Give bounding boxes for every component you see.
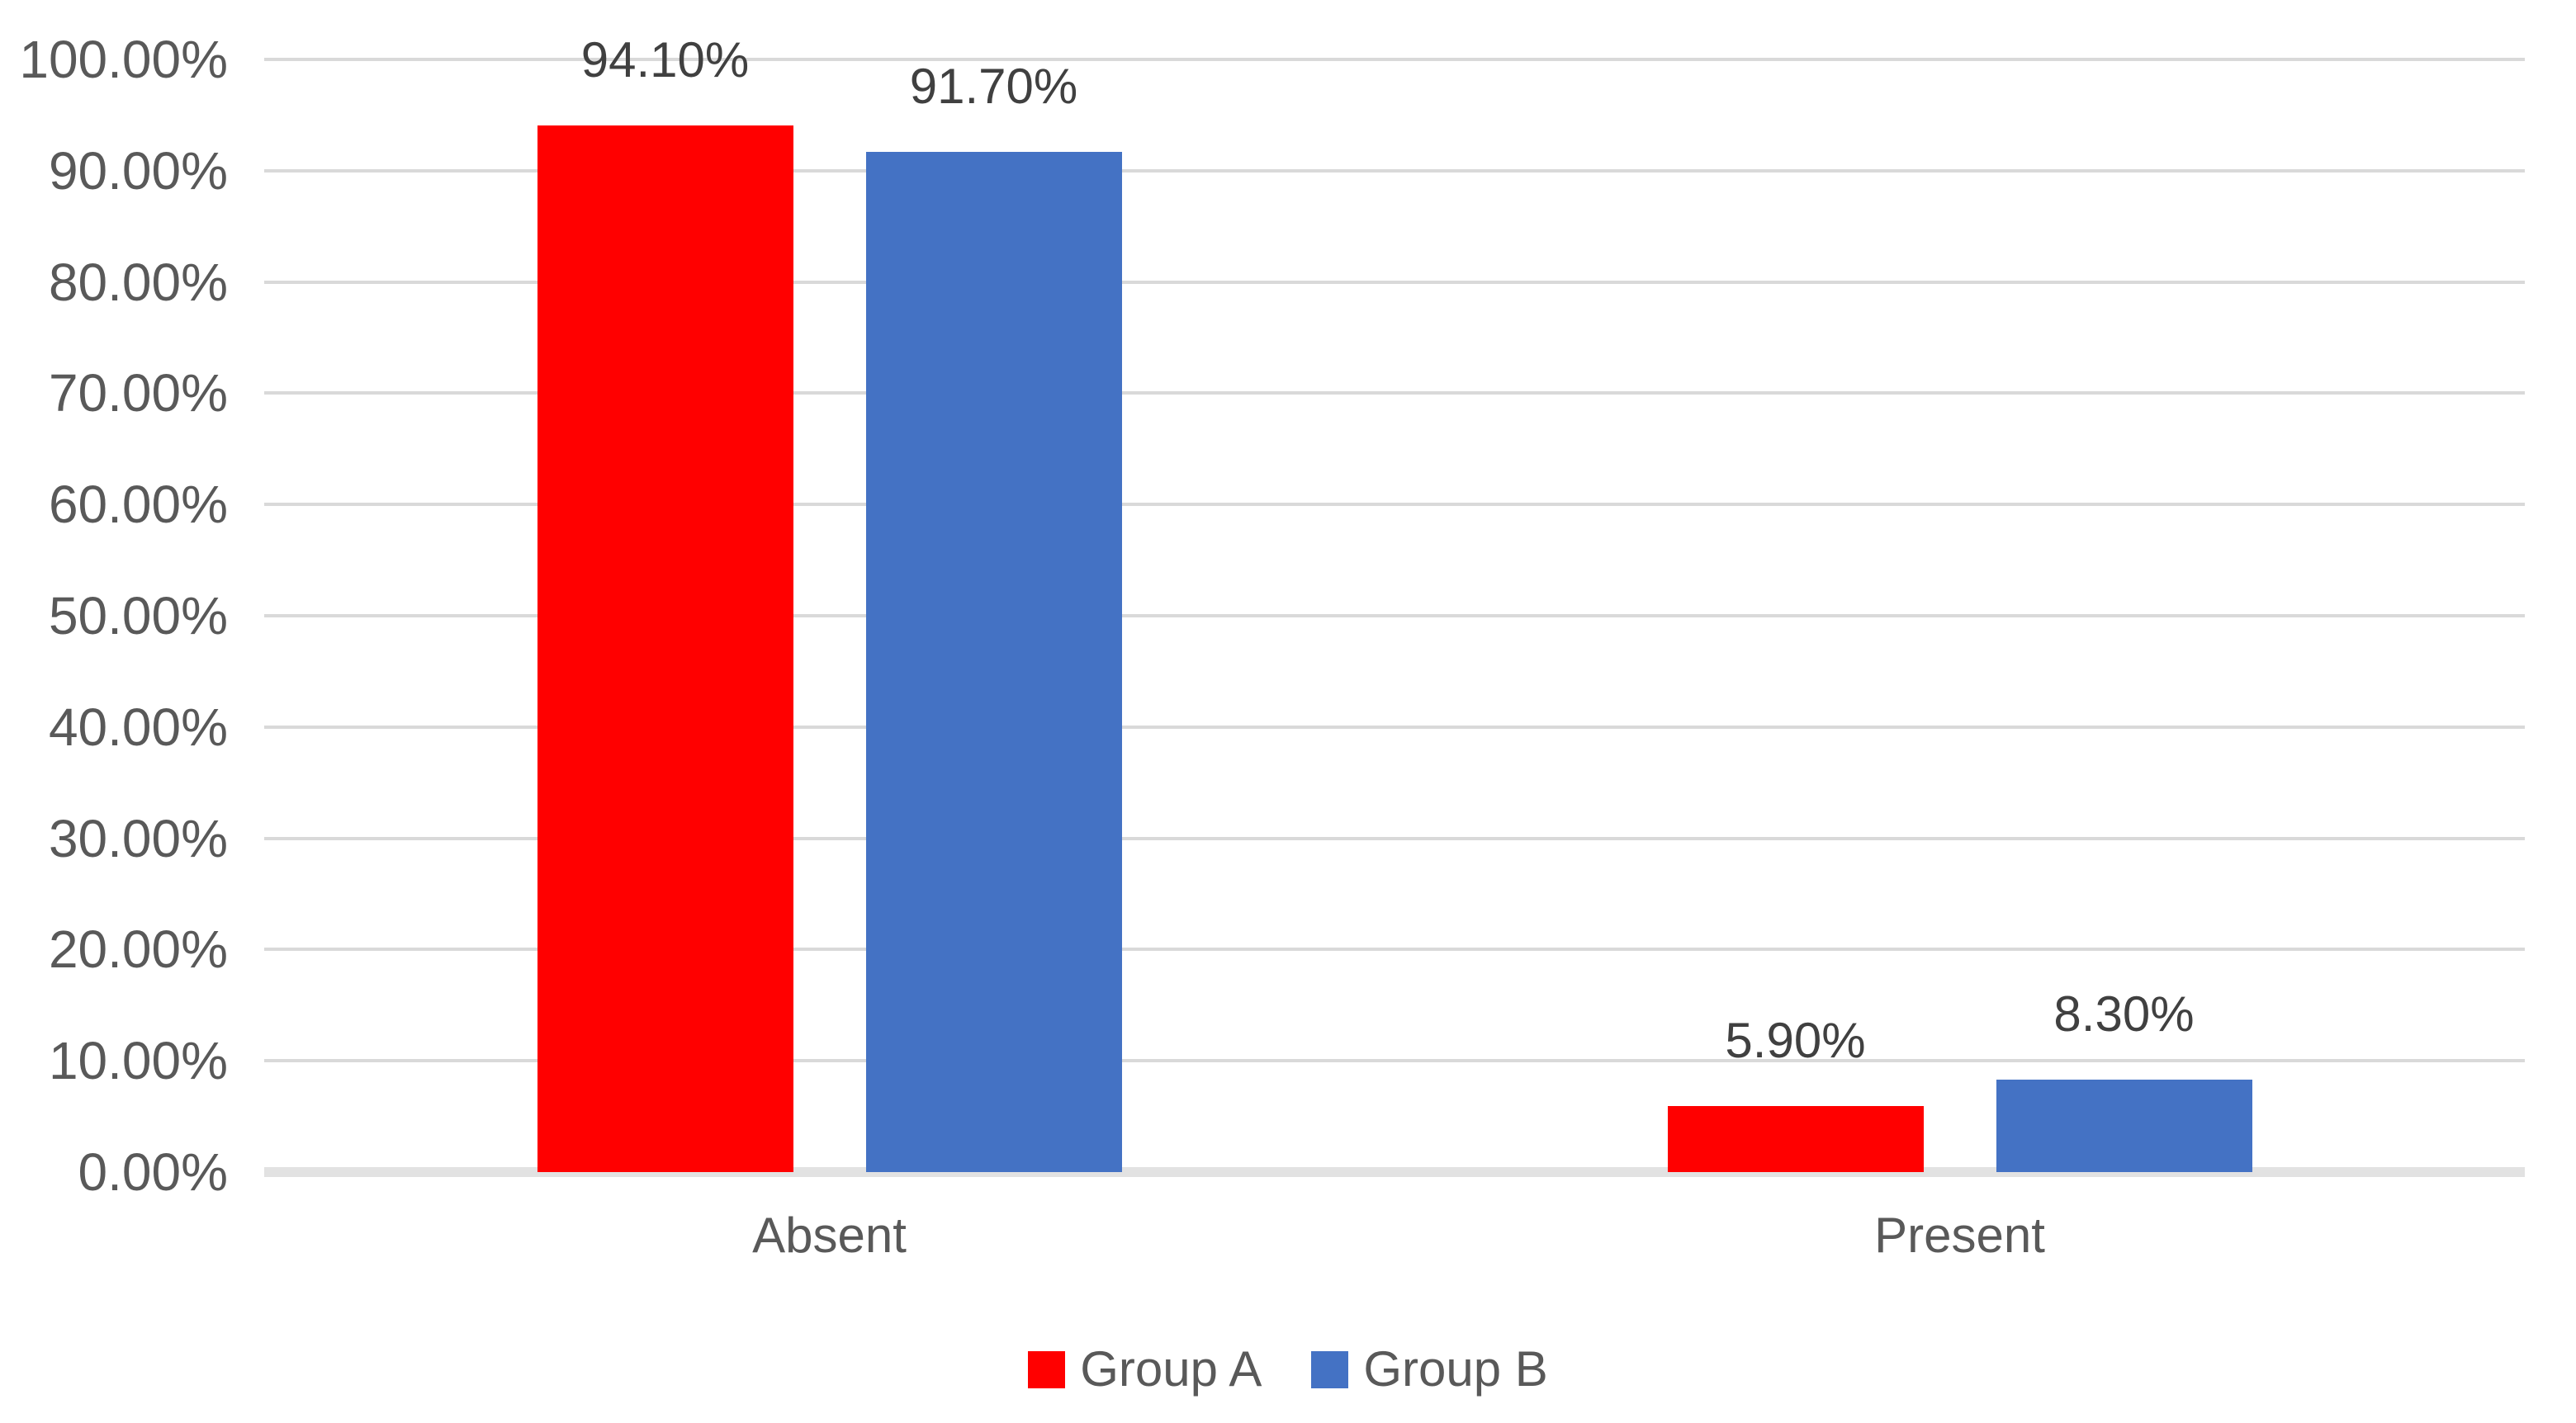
y-tick-label: 0.00% [78, 1142, 228, 1202]
gridline [264, 948, 2525, 952]
gridline [264, 725, 2525, 729]
legend-swatch-icon [1311, 1350, 1349, 1388]
x-axis-line [264, 1167, 2525, 1177]
bar-group-a-absent [537, 125, 793, 1172]
bar-group-b-present [1996, 1080, 2252, 1172]
gridline [264, 503, 2525, 507]
gridline [264, 836, 2525, 840]
legend: Group A Group B [0, 1344, 2576, 1395]
y-tick-label: 30.00% [48, 808, 228, 868]
gridline [264, 1059, 2525, 1063]
category-label-present: Present [1874, 1208, 2045, 1263]
y-tick-label: 90.00% [48, 140, 228, 201]
gridline [264, 280, 2525, 284]
legend-item-group-b: Group B [1311, 1341, 1548, 1397]
gridline [264, 58, 2525, 61]
data-label: 8.30% [2053, 986, 2195, 1042]
legend-label: Group B [1363, 1341, 1548, 1397]
legend-swatch-icon [1028, 1350, 1066, 1388]
legend-label: Group A [1080, 1341, 1262, 1397]
y-tick-label: 80.00% [48, 252, 228, 312]
data-label: 91.70% [909, 58, 1078, 114]
y-tick-label: 40.00% [48, 697, 228, 757]
gridline [264, 168, 2525, 173]
y-tick-label: 70.00% [48, 363, 228, 423]
gridline [264, 614, 2525, 617]
legend-item-group-a: Group A [1028, 1344, 1262, 1395]
bar-group-a-present [1667, 1106, 1924, 1172]
y-tick-label: 10.00% [48, 1031, 228, 1091]
category-label-absent: Absent [752, 1208, 907, 1263]
y-tick-label: 60.00% [48, 475, 228, 535]
data-label: 94.10% [580, 31, 750, 87]
bar-group-b-absent [865, 151, 1122, 1172]
data-label: 5.90% [1725, 1013, 1866, 1069]
y-tick-label: 20.00% [48, 920, 228, 980]
gridline [264, 391, 2525, 395]
y-tick-label: 50.00% [48, 586, 228, 645]
y-tick-label: 100.00% [19, 30, 228, 89]
